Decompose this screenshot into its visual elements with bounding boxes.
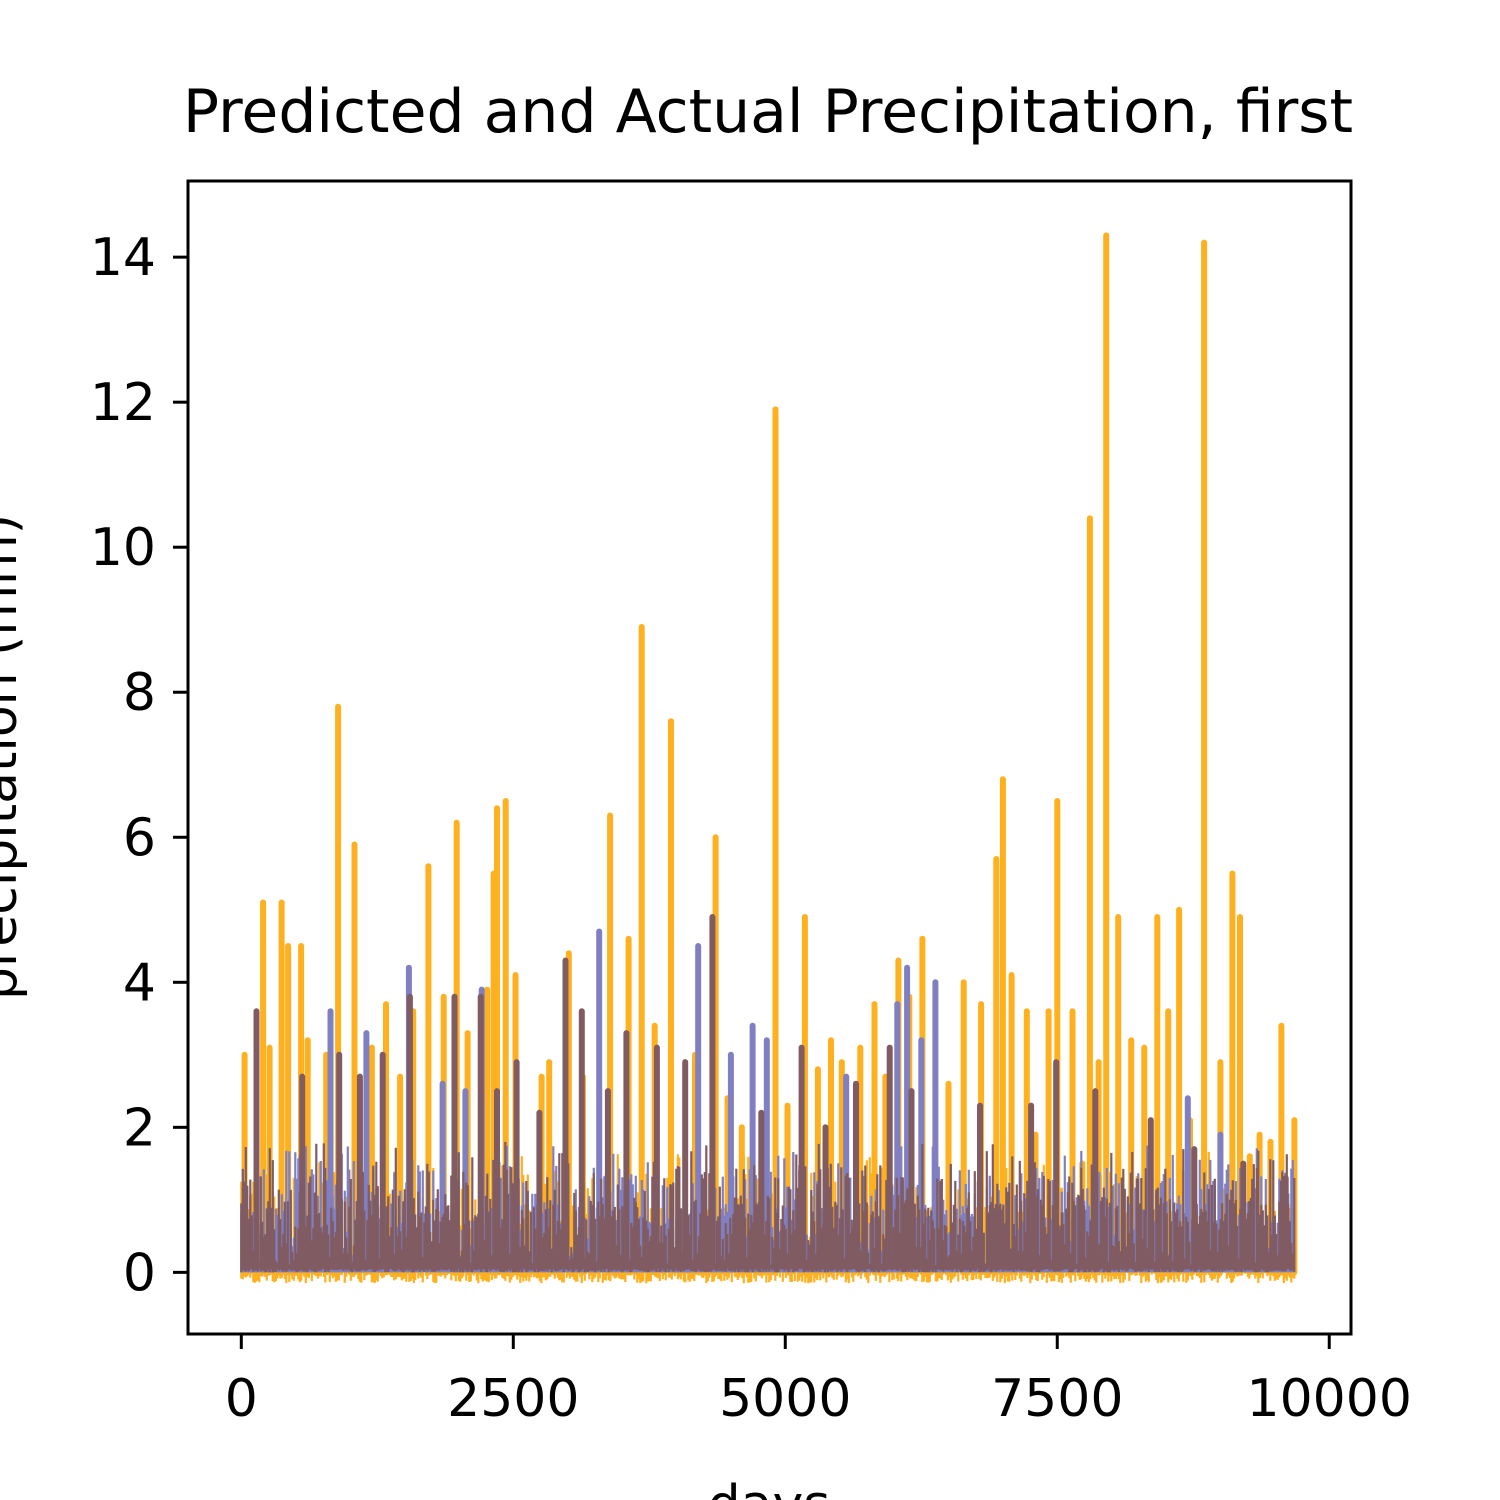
x-tick-label: 5000 <box>719 1369 851 1429</box>
x-tick-label: 2500 <box>447 1369 579 1429</box>
y-tick-label: 8 <box>123 663 156 723</box>
y-tick-label: 2 <box>123 1098 156 1158</box>
y-axis-label: precipitation (mm) <box>0 514 29 1000</box>
x-tick-label: 0 <box>225 1369 258 1429</box>
y-tick-label: 12 <box>90 373 156 433</box>
x-tick-label: 10000 <box>1247 1369 1412 1429</box>
y-tick-label: 4 <box>123 953 156 1013</box>
x-tick-label: 7500 <box>991 1369 1123 1429</box>
y-tick-label: 6 <box>123 808 156 868</box>
y-tick-label: 0 <box>123 1243 156 1303</box>
chart-title: Predicted and Actual Precipitation, firs… <box>183 77 1353 147</box>
y-tick-label: 10 <box>90 518 156 578</box>
y-tick-label: 14 <box>90 228 156 288</box>
x-axis-label: days <box>708 1475 831 1500</box>
